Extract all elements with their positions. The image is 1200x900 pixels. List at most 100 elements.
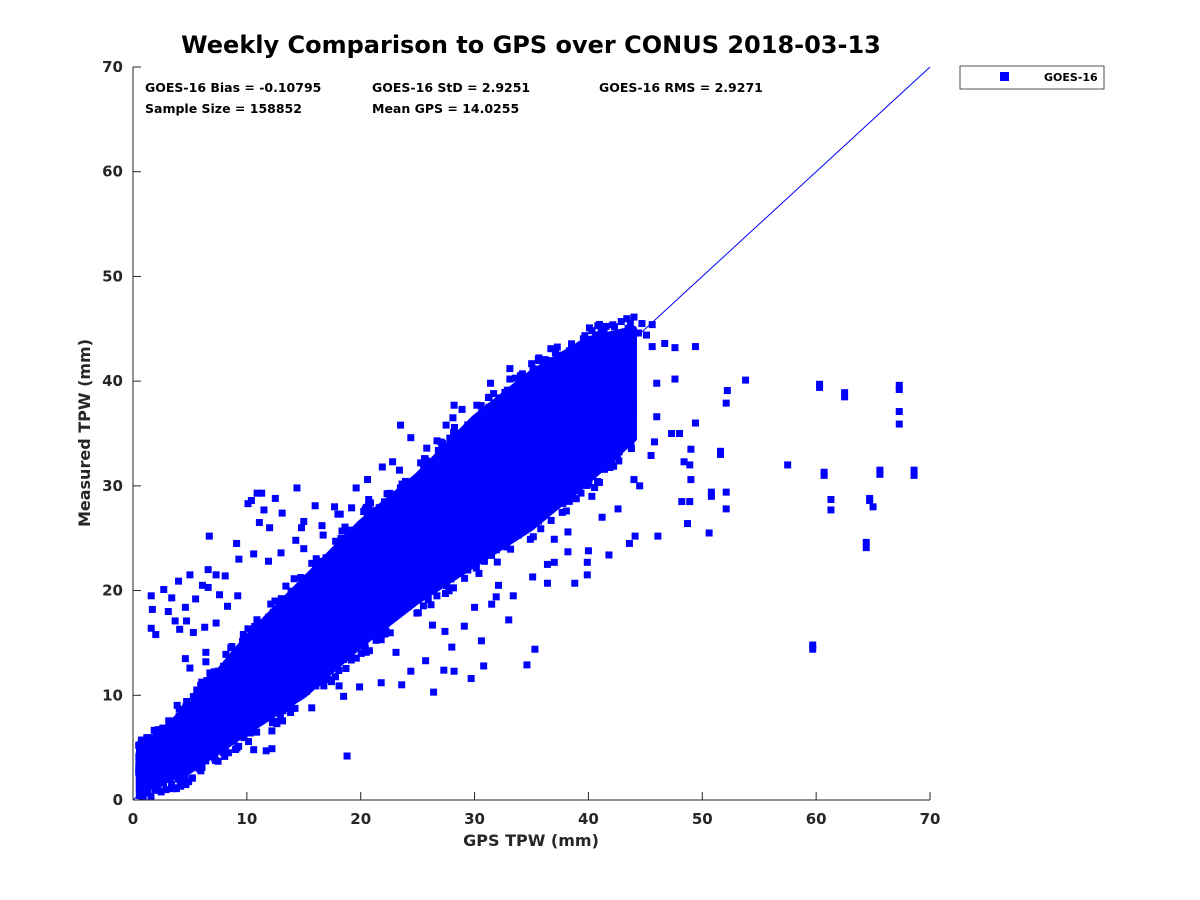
- data-point: [506, 375, 514, 383]
- data-point: [486, 514, 494, 522]
- data-point: [519, 439, 527, 447]
- data-point: [635, 329, 643, 337]
- data-point: [438, 465, 446, 473]
- data-point: [443, 582, 451, 590]
- data-point: [625, 539, 633, 547]
- data-point: [376, 564, 384, 572]
- data-point: [471, 473, 479, 481]
- data-point: [562, 477, 570, 485]
- data-point: [607, 457, 615, 465]
- data-point: [809, 641, 817, 649]
- data-point: [444, 498, 452, 506]
- data-point: [316, 617, 324, 625]
- data-point: [568, 340, 576, 348]
- data-point: [604, 447, 612, 455]
- data-point: [163, 732, 171, 740]
- data-point: [493, 439, 501, 447]
- data-point: [600, 465, 608, 473]
- data-point: [187, 733, 195, 741]
- data-point: [362, 592, 370, 600]
- data-point: [476, 491, 484, 499]
- data-point: [827, 495, 835, 503]
- data-point: [416, 575, 424, 583]
- data-point: [212, 730, 220, 738]
- data-point: [189, 763, 197, 771]
- data-point: [308, 559, 316, 567]
- data-point: [876, 466, 884, 474]
- data-point: [420, 455, 428, 463]
- data-point: [477, 402, 485, 410]
- data-point: [438, 455, 446, 463]
- data-point: [571, 379, 579, 387]
- data-point: [352, 484, 360, 492]
- data-point: [626, 319, 634, 327]
- data-point: [264, 708, 272, 716]
- data-point: [253, 616, 261, 624]
- data-point: [398, 494, 406, 502]
- data-point: [327, 609, 335, 617]
- data-point: [181, 771, 189, 779]
- data-point: [561, 351, 569, 359]
- data-point: [426, 470, 434, 478]
- data-point: [373, 575, 381, 583]
- data-point: [157, 771, 165, 779]
- data-point: [585, 413, 593, 421]
- data-point: [578, 457, 586, 465]
- data-point: [809, 645, 817, 653]
- data-point: [518, 370, 526, 378]
- data-point: [145, 773, 153, 781]
- data-point: [482, 517, 490, 525]
- data-point: [356, 572, 364, 580]
- data-point: [138, 739, 146, 747]
- data-point: [559, 457, 567, 465]
- data-point: [255, 519, 263, 527]
- data-point: [202, 658, 210, 666]
- data-point: [506, 535, 514, 543]
- data-point: [537, 525, 545, 533]
- data-point: [578, 390, 586, 398]
- data-point: [683, 520, 691, 528]
- data-point: [607, 453, 615, 461]
- data-point: [473, 401, 481, 409]
- data-point: [135, 746, 143, 754]
- data-point: [487, 506, 495, 514]
- data-point: [382, 551, 390, 559]
- data-point: [221, 742, 229, 750]
- data-point: [534, 517, 542, 525]
- data-point: [427, 498, 435, 506]
- y-tick-label: 10: [102, 686, 123, 704]
- data-point: [271, 494, 279, 502]
- data-point: [253, 668, 261, 676]
- data-point: [358, 539, 366, 547]
- data-point: [623, 315, 631, 323]
- data-point: [439, 483, 447, 491]
- data-point: [473, 510, 481, 518]
- data-point: [426, 463, 434, 471]
- data-point: [630, 404, 638, 412]
- data-point: [588, 335, 596, 343]
- data-point: [558, 508, 566, 516]
- data-point: [296, 633, 304, 641]
- data-point: [318, 583, 326, 591]
- data-point: [147, 592, 155, 600]
- data-point: [483, 438, 491, 446]
- data-point: [516, 443, 524, 451]
- data-point: [369, 566, 377, 574]
- data-point: [251, 686, 259, 694]
- data-point: [515, 488, 523, 496]
- data-point: [477, 499, 485, 507]
- data-point: [545, 412, 553, 420]
- data-point: [574, 360, 582, 368]
- data-point: [547, 456, 555, 464]
- data-point: [161, 747, 169, 755]
- data-point: [505, 424, 513, 432]
- data-point: [583, 558, 591, 566]
- data-point: [428, 517, 436, 525]
- data-point: [492, 450, 500, 458]
- data-point: [214, 724, 222, 732]
- data-point: [410, 482, 418, 490]
- data-point: [614, 505, 622, 513]
- data-point: [608, 333, 616, 341]
- data-point: [521, 390, 529, 398]
- data-point: [472, 424, 480, 432]
